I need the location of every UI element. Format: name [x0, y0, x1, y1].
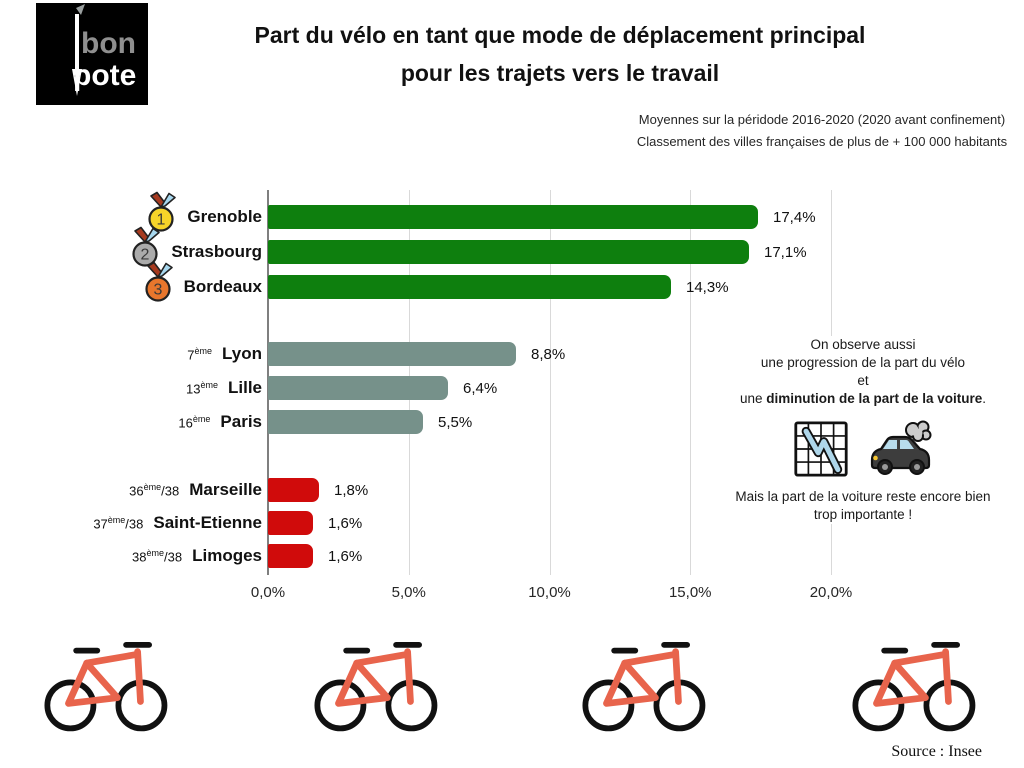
rank-label: 37ème/38: [93, 514, 144, 532]
rank-label: 13ème: [186, 379, 218, 397]
value-label-marseille: 1,8%: [334, 481, 369, 499]
x-tick-label: 15,0%: [668, 584, 712, 601]
annotation-icons: [698, 416, 1024, 482]
bar-lille: [268, 376, 448, 400]
row-label-limoges: 38ème/38 Limoges: [0, 544, 262, 568]
gridline-15,0%: [690, 190, 692, 575]
bar-grenoble: [268, 205, 758, 229]
value-label-grenoble: 17,4%: [773, 208, 816, 226]
svg-text:2: 2: [141, 246, 150, 263]
city-label: Strasbourg: [171, 242, 262, 261]
title-line-1: Part du vélo en tant que mode de déplace…: [254, 22, 866, 48]
car-window-front: [900, 440, 914, 449]
rank-label: 38ème/38: [132, 547, 183, 565]
row-label-lyon: 7ème Lyon: [0, 342, 262, 366]
annotation-line-4: une diminution de la part de la voiture.: [739, 391, 987, 406]
row-label-grenoble: 1 Grenoble: [0, 191, 262, 232]
value-label-strasbourg: 17,1%: [764, 243, 807, 261]
title-line-2: pour les trajets vers le travail: [400, 60, 720, 86]
row-label-bordeaux: 3 Bordeaux: [0, 261, 262, 302]
gold-medal-icon: 1: [146, 191, 177, 238]
x-tick-label: 20,0%: [809, 584, 853, 601]
row-label-paris: 16ème Paris: [0, 410, 262, 434]
annotation-line-6: trop importante !: [813, 507, 913, 522]
city-label: Marseille: [189, 480, 262, 499]
bar-marseille: [268, 478, 319, 502]
bicycle-icon: [310, 642, 438, 738]
city-label: Paris: [220, 412, 262, 431]
bicycle-icon: [578, 642, 706, 738]
city-label: Bordeaux: [183, 277, 262, 296]
subtitle-line-1: Moyennes sur la péridode 2016-2020 (2020…: [638, 112, 1006, 127]
bar-saint-etienne: [268, 511, 313, 535]
bonpote-logo: bon pote: [36, 3, 148, 105]
value-label-limoges: 1,6%: [328, 547, 363, 565]
annotation: On observe aussi une progression de la p…: [698, 336, 1024, 524]
city-label: Saint-Etienne: [153, 513, 262, 532]
bicycle-icon: [848, 642, 976, 738]
row-label-saint-etienne: 37ème/38 Saint-Etienne: [0, 511, 262, 535]
page-title: Part du vélo en tant que mode de déplace…: [165, 16, 955, 92]
svg-text:3: 3: [153, 281, 162, 298]
bar-paris: [268, 410, 423, 434]
annotation-line-5: Mais la part de la voiture reste encore …: [735, 489, 991, 504]
subtitle-line-2: Classement des villes françaises de plus…: [636, 134, 1008, 149]
x-tick-label: 0,0%: [250, 584, 286, 601]
city-label: Lille: [227, 378, 262, 397]
annotation-line-1: On observe aussi: [810, 337, 916, 352]
gridline-10,0%: [549, 190, 551, 575]
city-label: Grenoble: [187, 207, 262, 226]
rank-label: 36ème/38: [129, 481, 180, 499]
bar-bordeaux: [268, 275, 671, 299]
svg-text:1: 1: [157, 211, 166, 228]
row-label-strasbourg: 2 Strasbourg: [0, 226, 262, 267]
value-label-saint-etienne: 1,6%: [328, 514, 363, 532]
silver-medal-icon: 2: [130, 226, 161, 273]
city-label: Limoges: [192, 546, 262, 565]
bronze-medal-icon: 3: [143, 261, 174, 308]
value-label-lyon: 8,8%: [531, 345, 566, 363]
rank-label: 16ème: [178, 413, 211, 431]
row-label-lille: 13ème Lille: [0, 376, 262, 400]
source-text: Source : Insee: [891, 743, 982, 760]
x-tick-label: 10,0%: [528, 584, 571, 601]
value-label-paris: 5,5%: [438, 413, 473, 431]
bicycle-icon: [40, 642, 168, 738]
car-headlight: [873, 455, 878, 461]
car-window-rear: [883, 440, 897, 449]
subtitle: Moyennes sur la péridode 2016-2020 (2020…: [620, 109, 1024, 153]
bar-strasbourg: [268, 240, 749, 264]
car-smoke-icon: [870, 420, 932, 475]
bar-lyon: [268, 342, 516, 366]
rank-label: 7ème: [187, 345, 213, 363]
bar-limoges: [268, 544, 313, 568]
chart-decreasing-icon: [794, 421, 848, 477]
annotation-line-2: une progression de la part du vélo: [760, 355, 966, 370]
value-label-lille: 6,4%: [463, 379, 498, 397]
city-label: Lyon: [222, 344, 262, 363]
row-label-marseille: 36ème/38 Marseille: [0, 478, 262, 502]
logo-word1: bon: [81, 27, 136, 60]
annotation-line-3: et: [857, 373, 869, 388]
smoke-cloud: [905, 420, 932, 442]
value-label-bordeaux: 14,3%: [686, 278, 729, 296]
x-tick-label: 5,0%: [391, 584, 426, 601]
logo-pen-icon: bon pote: [72, 4, 136, 96]
logo-word2: pote: [73, 59, 136, 92]
